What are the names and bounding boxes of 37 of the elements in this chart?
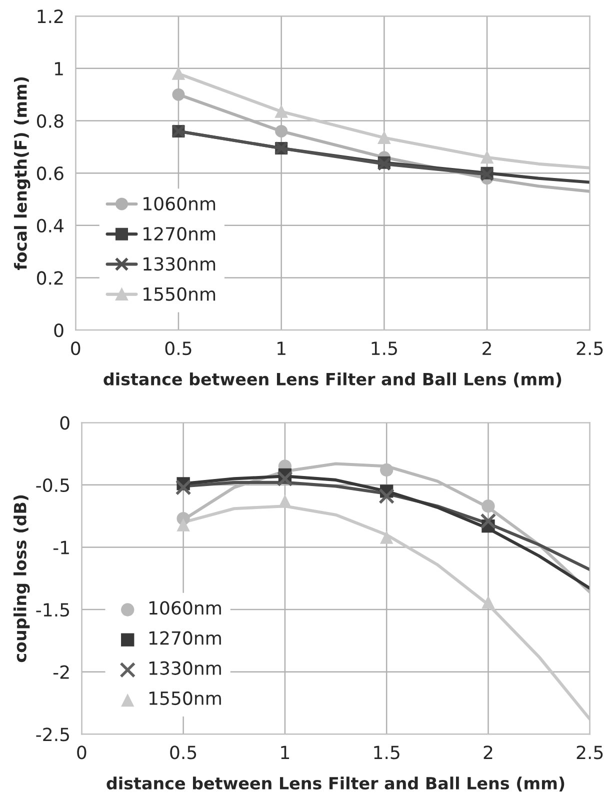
y-tick-label: -2.5 [36,728,69,742]
x-tick-label: 0 [71,341,80,356]
x-tick-label: 2.5 [576,341,603,356]
y-tick-label: -2 [53,665,69,679]
y-tick-label: 0.8 [36,114,64,128]
x-tick-label: 0.5 [170,746,196,760]
x-tick-label: 2.5 [576,746,603,760]
y-axis-title: focal length(F) (mm) [14,77,30,270]
y-tick-label: 0 [54,324,64,338]
legend-label: 1270nm [149,631,221,645]
x-tick-label: 1.5 [374,746,400,760]
x-axis-title: distance between Lens Filter and Ball Lens (mm) [106,776,564,792]
y-tick-label: 1.2 [38,10,63,23]
x-tick-label: 1.5 [372,342,397,356]
legend-label: 1550nm [144,287,216,301]
y-tick-label: 1 [55,62,63,76]
legend-label: 1330nm [144,257,216,271]
y-tick-label: -1.5 [36,603,69,617]
y-tick-label: 0.2 [36,271,63,285]
x-axis-title: distance between Lens Filter and Ball Lens (mm) [104,372,562,388]
x-tick-label: 2 [484,746,492,759]
legend-label: 1330nm [149,661,221,675]
x-tick-label: 1 [281,746,290,759]
x-tick-label: 0 [77,746,86,760]
legend-label: 1060nm [149,601,221,615]
x-tick-label: 2 [482,341,491,355]
y-tick-label: 0 [60,416,70,430]
x-tick-label: 1 [278,342,286,355]
y-tick-label: 0.4 [36,218,64,233]
x-tick-label: 0.5 [165,341,192,356]
legend-label: 1060nm [144,196,216,211]
y-axis-title: coupling loss (dB) [14,495,30,662]
y-tick-label: 0.6 [36,166,64,180]
y-tick-label: -1 [53,540,69,554]
legend-label: 1270nm [144,227,216,241]
y-tick-label: -0.5 [36,478,69,492]
legend-label: 1550nm [149,691,221,706]
